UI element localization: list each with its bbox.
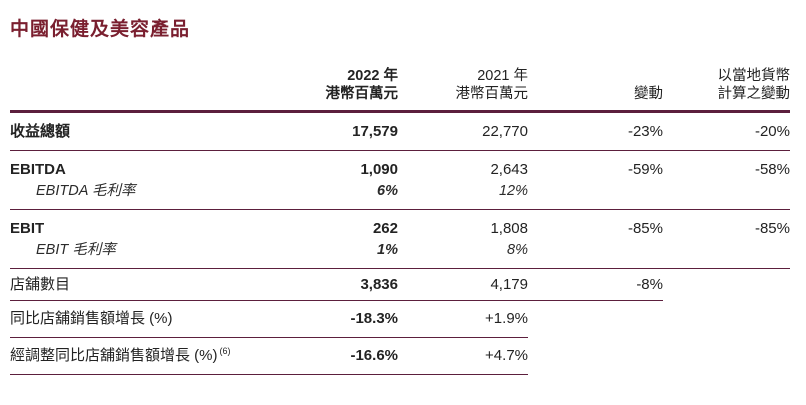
row-label: 經調整同比店舖銷售額增長 (%) (6)	[10, 346, 290, 366]
value-change: -8%	[636, 276, 663, 293]
header-2021-unit: 港幣百萬元	[455, 86, 529, 102]
value-2021: 8%	[507, 242, 528, 258]
table-rule	[10, 209, 790, 210]
table-row: 同比店舖銷售額增長 (%) -18.3% +1.9%	[10, 309, 790, 329]
header-2021-year: 2021 年	[477, 68, 528, 84]
value-2022: 17,579	[352, 123, 398, 140]
row-label-text: 經調整同比店舖銷售額增長 (%)	[10, 347, 218, 364]
value-change: -23%	[627, 123, 663, 140]
value-2021: 22,770	[482, 123, 528, 140]
value-local-change: -20%	[754, 123, 790, 140]
header-change: 變動	[634, 86, 663, 102]
value-2021: 12%	[498, 183, 528, 199]
table-header-row: 2022 年 港幣百萬元 2021 年 港幣百萬元 變動 以當地貨幣 計算之變動	[10, 67, 791, 110]
table-row: 經調整同比店舖銷售額增長 (%) (6) -16.6% +4.7%	[10, 346, 790, 366]
header-local-line2: 計算之變動	[717, 86, 791, 102]
value-local-change: -58%	[754, 161, 790, 178]
value-2021: 2,643	[490, 161, 528, 178]
row-label: 店舖數目	[10, 276, 71, 293]
segment-results-table: 2022 年 港幣百萬元 2021 年 港幣百萬元 變動 以當地貨幣 計算之變動…	[10, 67, 790, 375]
table-rule	[10, 337, 528, 338]
header-local-currency-change: 以當地貨幣 計算之變動	[663, 67, 791, 103]
group-ebit: EBIT 262 1,808 -85% -85% EBIT 毛利率 1% 8%	[10, 210, 790, 268]
value-2022: 1,090	[360, 161, 398, 178]
table-row: EBITDA 1,090 2,643 -59% -58%	[10, 160, 790, 180]
group-adjusted-sssg: 經調整同比店舖銷售額增長 (%) (6) -16.6% +4.7%	[10, 338, 790, 374]
value-change: -85%	[627, 220, 663, 237]
table-row: EBITDA 毛利率 6% 12%	[10, 181, 790, 201]
table-row: 收益總額 17,579 22,770 -23% -20%	[10, 122, 790, 142]
table-rule	[10, 374, 528, 375]
header-2021: 2021 年 港幣百萬元	[398, 67, 529, 103]
group-revenue: 收益總額 17,579 22,770 -23% -20%	[10, 113, 790, 150]
group-ebitda: EBITDA 1,090 2,643 -59% -58% EBITDA 毛利率 …	[10, 151, 790, 209]
row-label: 同比店舖銷售額增長 (%)	[10, 310, 173, 327]
header-2022: 2022 年 港幣百萬元	[290, 67, 399, 103]
table-row: EBIT 毛利率 1% 8%	[10, 240, 790, 260]
table-row: 店舖數目 3,836 4,179 -8%	[10, 275, 790, 295]
value-2022: 262	[372, 220, 398, 237]
table-rule	[10, 300, 663, 301]
value-2022: -18.3%	[350, 310, 398, 327]
value-change: -59%	[627, 161, 663, 178]
header-2022-unit: 港幣百萬元	[325, 86, 399, 102]
header-local-line1: 以當地貨幣	[717, 68, 791, 84]
footnote-marker: (6)	[219, 346, 231, 356]
report-page: 中國保健及美容產品 2022 年 港幣百萬元 2021 年 港幣百萬元 變動 以…	[10, 19, 790, 375]
value-2021: +4.7%	[485, 347, 528, 364]
value-2022: 3,836	[360, 276, 398, 293]
row-label: EBITDA 毛利率	[36, 183, 136, 199]
table-rule	[10, 268, 790, 269]
table-rule	[10, 150, 790, 151]
value-2021: 4,179	[490, 276, 528, 293]
group-store-count: 店舖數目 3,836 4,179 -8%	[10, 269, 790, 300]
value-2022: 6%	[377, 183, 398, 199]
value-2022: -16.6%	[350, 347, 398, 364]
row-label: 收益總額	[10, 123, 71, 140]
header-2022-year: 2022 年	[347, 68, 398, 84]
value-local-change: -85%	[754, 220, 790, 237]
value-2021: 1,808	[490, 220, 528, 237]
value-2021: +1.9%	[485, 310, 528, 327]
row-label: EBITDA	[10, 161, 66, 178]
value-2022: 1%	[377, 242, 398, 258]
row-label: EBIT 毛利率	[36, 242, 116, 258]
page-title: 中國保健及美容產品	[10, 19, 191, 40]
table-row: EBIT 262 1,808 -85% -85%	[10, 219, 790, 239]
group-sssg: 同比店舖銷售額增長 (%) -18.3% +1.9%	[10, 301, 790, 337]
row-label: EBIT	[10, 220, 45, 237]
table-rule-header	[10, 110, 790, 113]
